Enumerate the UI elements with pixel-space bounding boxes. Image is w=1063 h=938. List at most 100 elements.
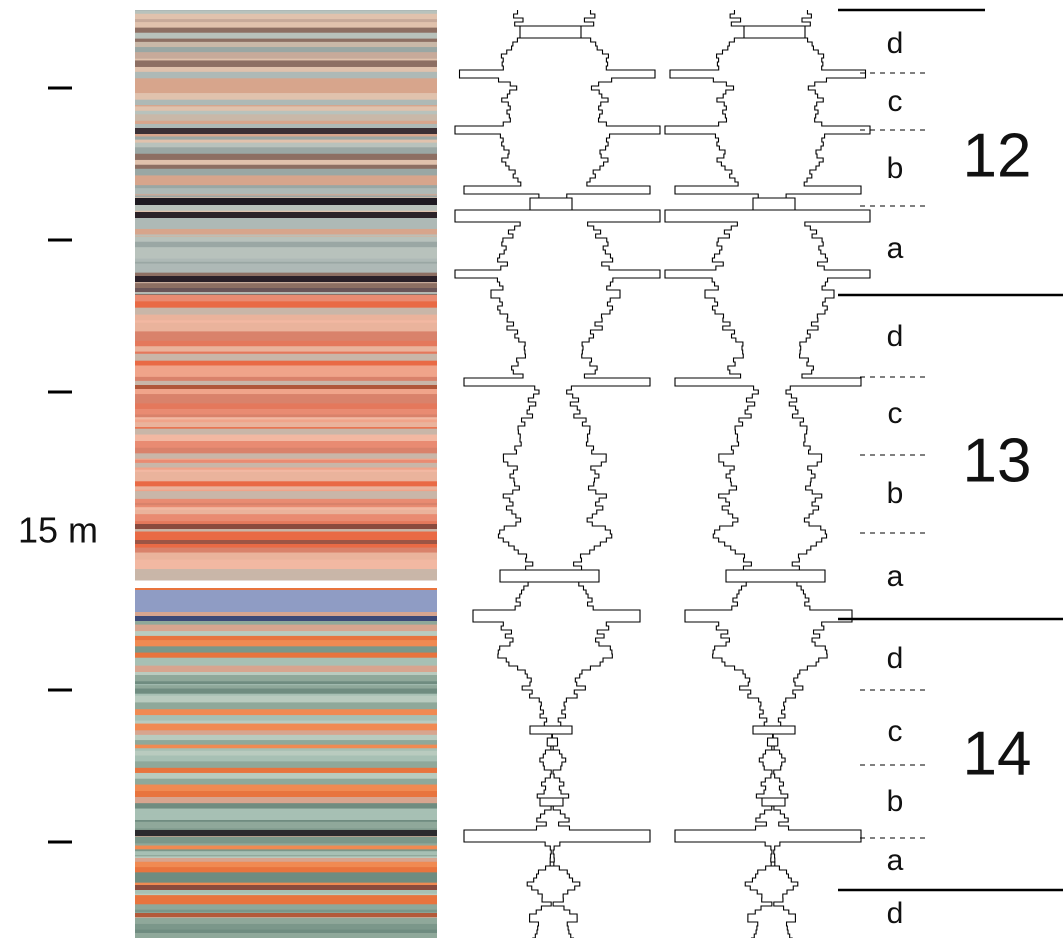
- stripe: [135, 181, 437, 186]
- stripe: [135, 399, 437, 404]
- stripe: [135, 924, 437, 930]
- stripe: [135, 709, 437, 715]
- stripe: [135, 338, 437, 342]
- stripe: [135, 441, 437, 448]
- stripe: [135, 206, 437, 211]
- stripe: [135, 252, 437, 259]
- stripe: [135, 837, 437, 844]
- stripe: [135, 136, 437, 140]
- stripe: [135, 704, 437, 709]
- dark-band: [135, 212, 437, 218]
- stripe: [135, 121, 437, 125]
- stripe: [135, 768, 437, 774]
- dark-band: [135, 913, 437, 917]
- logs: [455, 10, 870, 938]
- stripe: [135, 52, 437, 59]
- stripe: [135, 797, 437, 804]
- stripe: [135, 640, 437, 647]
- stripe: [135, 114, 437, 121]
- stripe: [135, 685, 437, 689]
- stripe: [135, 154, 437, 161]
- stripe: [135, 904, 437, 908]
- subunit-label: b: [887, 785, 904, 818]
- stripe: [135, 895, 437, 900]
- stripe: [135, 900, 437, 905]
- subunit-label: c: [888, 715, 903, 748]
- stripe: [135, 42, 437, 48]
- subunit-label: a: [887, 232, 904, 265]
- stripe: [135, 773, 437, 779]
- stripe: [135, 862, 437, 868]
- stripe: [135, 33, 437, 39]
- stripe: [135, 409, 437, 415]
- stripe: [135, 106, 437, 111]
- stripe: [135, 188, 437, 194]
- stripe: [135, 474, 437, 481]
- stripe: [135, 169, 437, 176]
- stripe: [135, 681, 437, 684]
- dark-band: [135, 288, 437, 292]
- stripe: [135, 422, 437, 427]
- stripe: [135, 60, 437, 67]
- stripe: [135, 390, 437, 394]
- stripe: [135, 429, 437, 435]
- stripe: [135, 689, 437, 695]
- depth-label: 15 m: [18, 510, 98, 551]
- stripe: [135, 237, 437, 242]
- stripe: [135, 247, 437, 253]
- stripe: [135, 346, 437, 352]
- stripe: [135, 661, 437, 666]
- stripe: [135, 730, 437, 735]
- subunit-label: d: [887, 27, 904, 60]
- stripe: [135, 724, 437, 731]
- stripe: [135, 666, 437, 673]
- stripe: [135, 78, 437, 82]
- stripe: [135, 486, 437, 490]
- stripe: [135, 672, 437, 676]
- dark-band: [135, 885, 437, 890]
- stripe: [135, 89, 437, 93]
- stripe: [135, 696, 437, 703]
- stripe: [135, 933, 437, 938]
- subunit-label: d: [887, 897, 904, 930]
- stripe: [135, 435, 437, 442]
- stripe: [135, 315, 437, 321]
- stripe: [135, 851, 437, 855]
- dark-band: [135, 616, 437, 621]
- stripe: [135, 82, 437, 89]
- stripe: [135, 569, 437, 575]
- stripe: [135, 822, 437, 829]
- stripe: [135, 631, 437, 636]
- stripe: [135, 453, 437, 459]
- log-trace: [455, 10, 599, 938]
- stripe: [135, 721, 437, 724]
- stripe: [135, 867, 437, 873]
- stripe: [135, 67, 437, 72]
- stripe: [135, 755, 437, 761]
- stripe: [135, 653, 437, 659]
- stripe: [135, 872, 437, 877]
- stripe: [135, 481, 437, 487]
- stripe: [135, 740, 437, 745]
- stripe: [135, 403, 437, 409]
- unit-label: 13: [963, 426, 1032, 495]
- subunit-label: b: [887, 152, 904, 185]
- stripe: [135, 510, 437, 515]
- stripe: [135, 331, 437, 338]
- stripe: [135, 365, 437, 372]
- stripe: [135, 560, 437, 565]
- core-image: [135, 10, 437, 938]
- stripe: [135, 646, 437, 653]
- stripe: [135, 22, 437, 28]
- stripe: [135, 223, 437, 230]
- stripe: [135, 265, 437, 270]
- stripe: [135, 491, 437, 497]
- stripe: [135, 140, 437, 143]
- stripe: [135, 301, 437, 308]
- log-trace: [665, 10, 825, 938]
- subunit-label: d: [887, 320, 904, 353]
- stripe: [135, 910, 437, 914]
- stripe: [135, 858, 437, 862]
- dark-band: [135, 830, 437, 836]
- stripe: [135, 463, 437, 468]
